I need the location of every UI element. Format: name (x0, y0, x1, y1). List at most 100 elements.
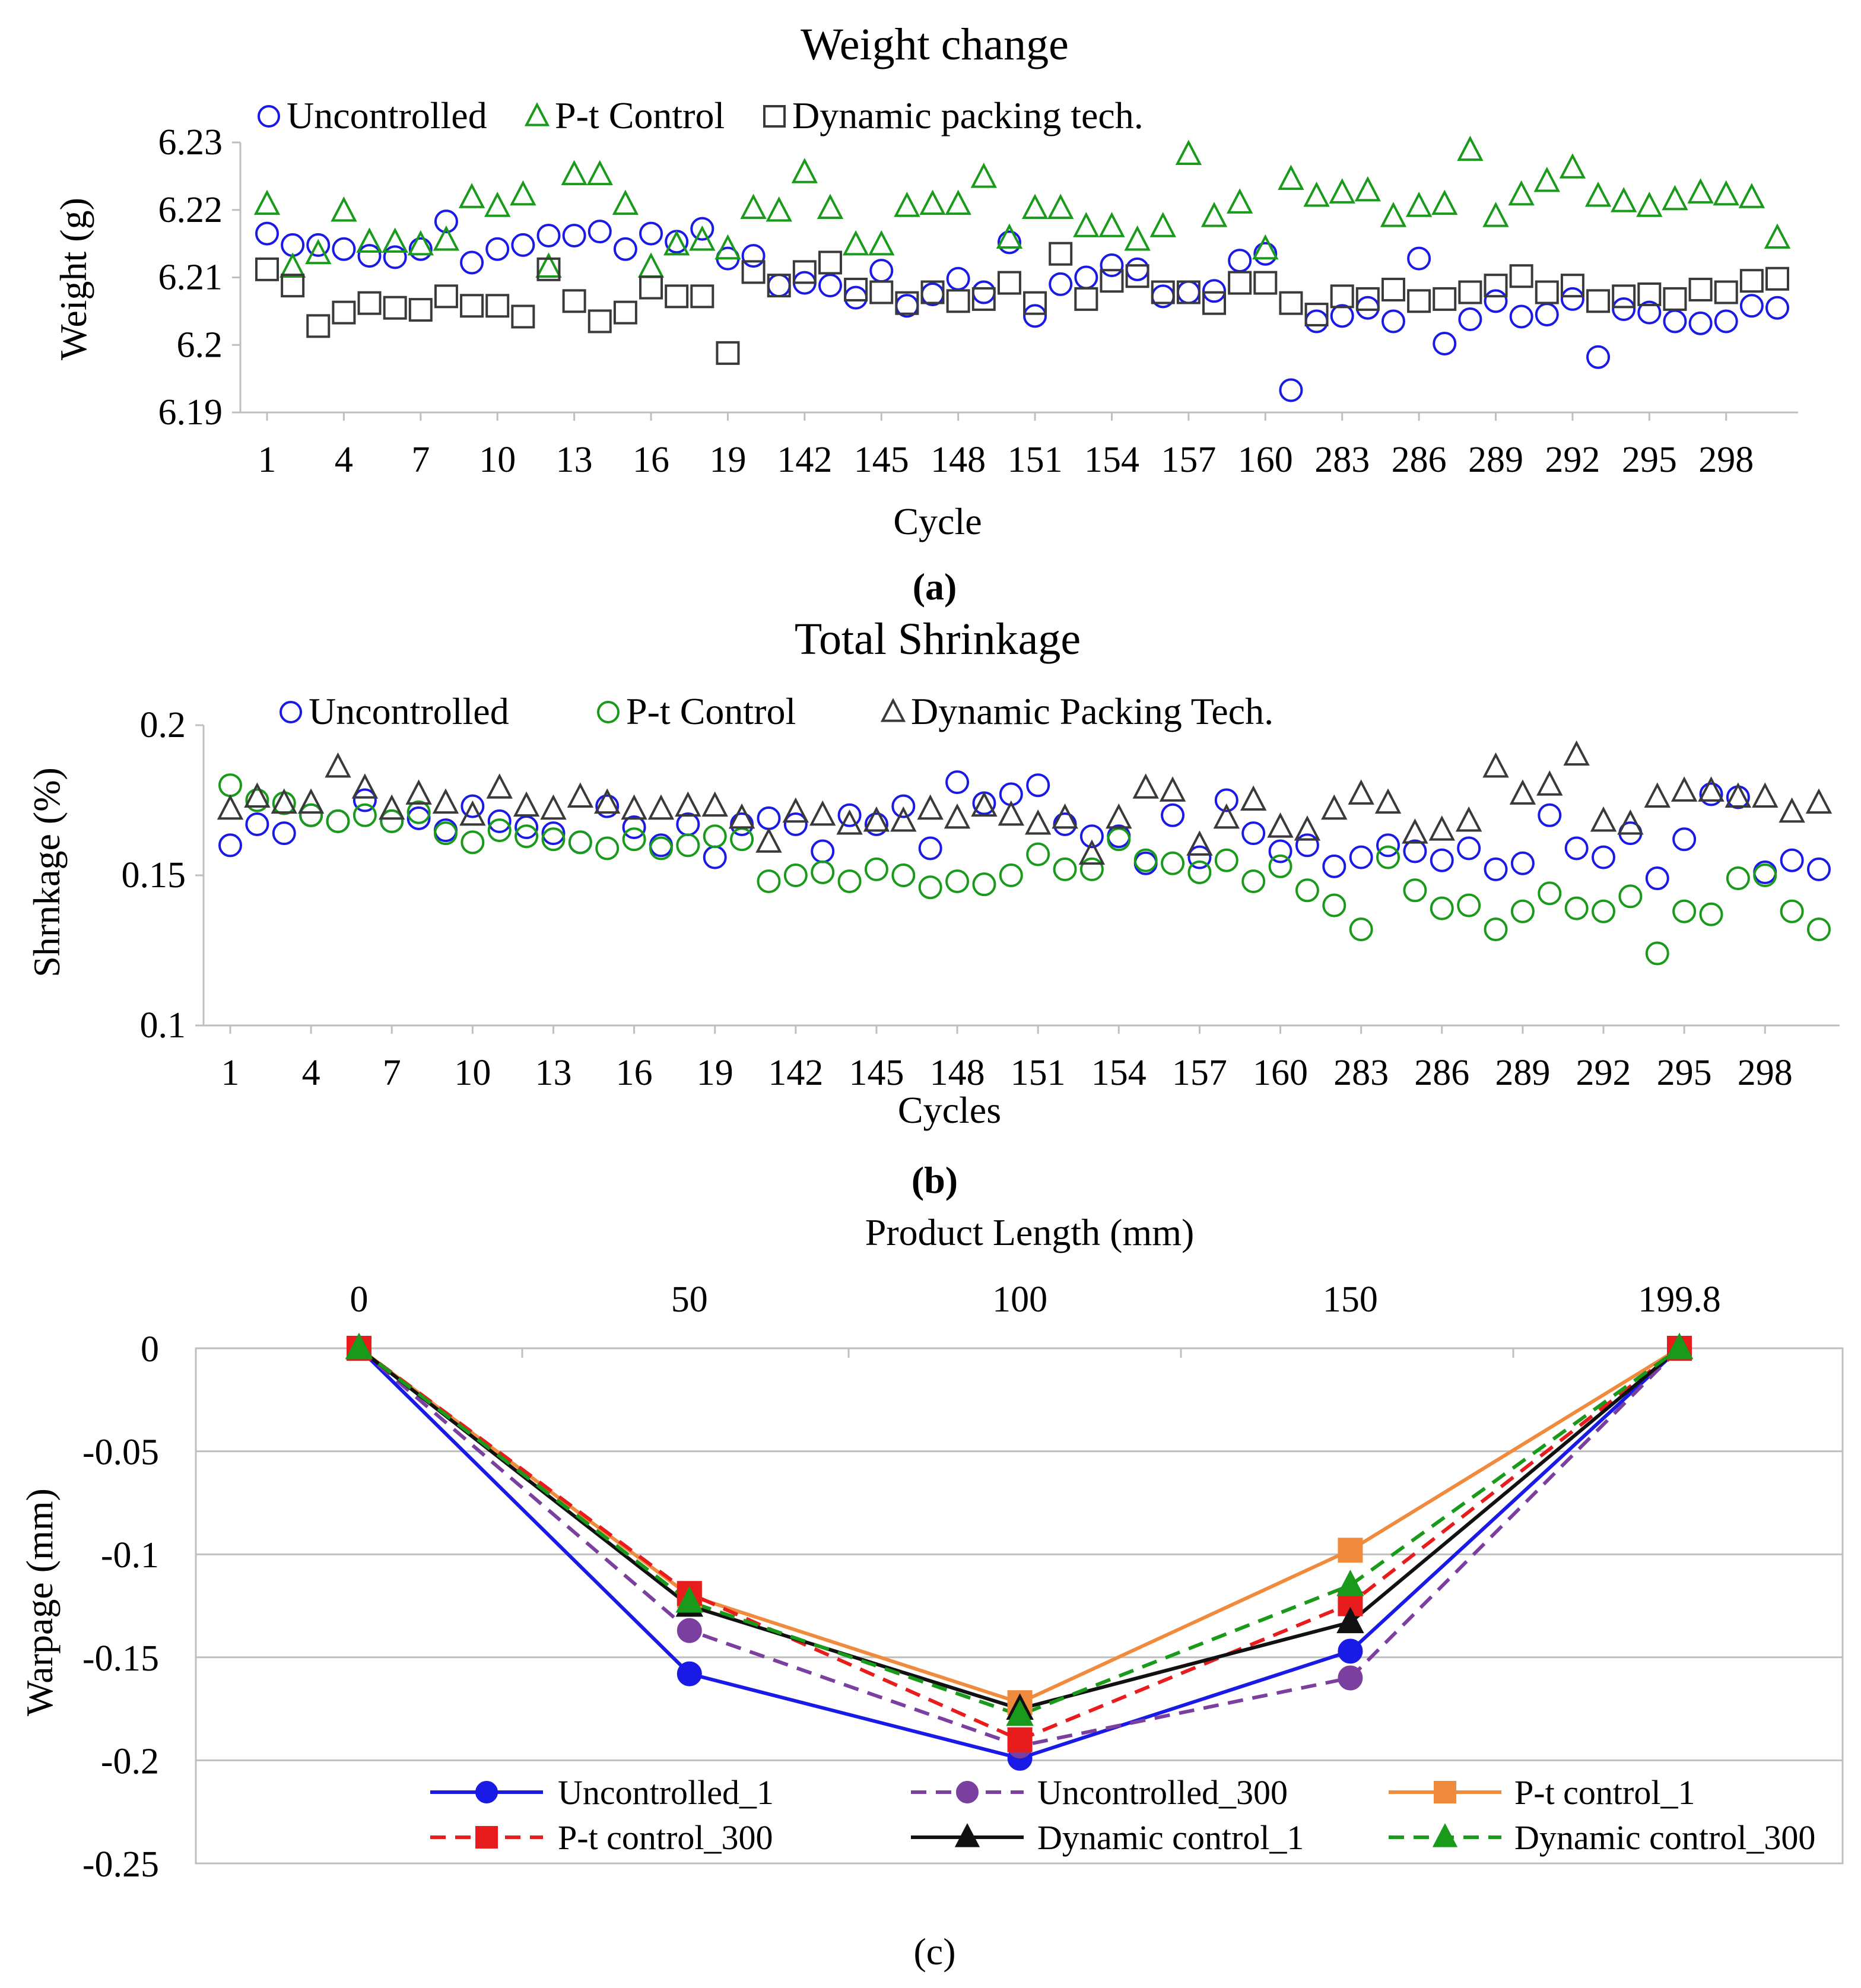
data-point (1074, 265, 1098, 290)
data-point (971, 287, 996, 311)
x-tick-label: 50 (671, 1279, 708, 1320)
data-point (1240, 785, 1267, 811)
data-point (1279, 291, 1303, 315)
panel-b-label: (b) (912, 1159, 958, 1201)
data-point (741, 244, 766, 268)
data-point (568, 830, 592, 855)
data-point (1073, 212, 1100, 237)
series-line (358, 1346, 1681, 1748)
data-point (1672, 827, 1697, 852)
data-point (1636, 192, 1663, 217)
legend-label: Uncontrolled_300 (1037, 1773, 1288, 1812)
data-point (345, 1332, 373, 1360)
data-point (1124, 225, 1151, 251)
data-point (836, 809, 863, 835)
x-tick-label: 295 (1657, 1053, 1712, 1093)
data-point (1752, 782, 1779, 808)
data-point (352, 788, 377, 812)
data-point (622, 827, 646, 852)
data-point (1329, 178, 1355, 204)
data-point (918, 875, 942, 900)
data-point (1006, 1699, 1034, 1726)
data-point (1338, 1665, 1363, 1691)
data-point (1049, 242, 1073, 266)
legend-label: Uncontrolled (309, 690, 509, 732)
data-point (1106, 803, 1132, 829)
data-point (407, 230, 434, 256)
data-point (1078, 839, 1106, 865)
data-point (1458, 307, 1482, 332)
data-point (487, 809, 512, 833)
data-point (1253, 271, 1278, 295)
data-point (1637, 300, 1662, 325)
data-point (1021, 193, 1049, 219)
x-tick-label: 295 (1622, 440, 1677, 480)
data-point (1780, 899, 1804, 923)
data-point (689, 225, 716, 251)
x-tick-label: 283 (1333, 1053, 1389, 1093)
data-point (890, 806, 917, 832)
legend-marker (475, 1781, 498, 1803)
x-tick-label: 10 (479, 440, 516, 480)
data-point (970, 163, 997, 188)
data-point (331, 196, 357, 222)
data-point (279, 252, 306, 278)
x-tick-label: 7 (411, 440, 430, 480)
legend-label: Dynamic packing tech. (792, 94, 1144, 136)
data-point (1510, 851, 1535, 875)
data-point (1560, 287, 1584, 311)
x-tick-label: 150 (1323, 1279, 1378, 1320)
data-point (433, 225, 460, 251)
data-point (1665, 1332, 1694, 1360)
data-point (1645, 941, 1669, 966)
data-point (332, 300, 356, 325)
legend-marker (763, 105, 786, 128)
data-point (663, 230, 690, 256)
legend-marker (956, 1781, 979, 1803)
panel-a-title: Weight change (801, 20, 1069, 69)
data-point (1381, 309, 1405, 334)
data-point (621, 794, 647, 820)
data-point (1726, 866, 1750, 891)
data-point (1186, 830, 1213, 856)
data-point (1433, 287, 1457, 311)
data-point (676, 812, 700, 836)
x-tick-label: 157 (1161, 440, 1216, 480)
data-point (701, 791, 728, 817)
y-tick-label: -0.15 (82, 1638, 159, 1679)
data-point (486, 773, 513, 799)
panel-c: Product Length (mm) Warpage (mm) (c) 0 -0… (18, 1211, 1844, 1973)
data-point (757, 806, 781, 830)
data-point (587, 309, 612, 334)
x-tick-label: 13 (535, 1053, 571, 1093)
data-point (863, 806, 890, 832)
data-point (1645, 866, 1669, 891)
data-point (1253, 242, 1278, 266)
data-point (1053, 857, 1077, 881)
data-point (460, 294, 484, 318)
data-point (510, 180, 536, 206)
y-tick-label: -0.1 (101, 1535, 159, 1576)
panel-c-plot: 0 -0.05 -0.1 -0.15 -0.2 -0.25 0 50 100 150 199.8 (82, 1279, 1844, 1885)
data-point (1024, 809, 1052, 835)
data-point (1267, 812, 1294, 838)
x-tick-label: 289 (1468, 440, 1523, 480)
data-point (703, 824, 727, 849)
x-tick-label: 298 (1738, 1053, 1793, 1093)
panel-a-label: (a) (913, 566, 957, 608)
data-point (1407, 246, 1431, 271)
panel-b-plot: 0.1 0.15 0.2 1 4 7 10 13 16 19 142 145 148 151 154 157 1… (122, 705, 1840, 1093)
data-point (639, 275, 663, 300)
data-point (675, 1586, 704, 1613)
data-point (946, 266, 970, 291)
legend-label: Uncontrolled (287, 94, 487, 136)
data-point (1457, 836, 1481, 860)
data-point (459, 800, 486, 826)
legend-marker (1432, 1823, 1458, 1847)
panel-a-ylabel: Weight (g) (52, 198, 94, 360)
data-point (945, 189, 971, 215)
x-tick-label: 286 (1392, 440, 1447, 480)
panel-a-legend: Uncontrolled P-t Control Dynamic packing t… (258, 94, 1144, 136)
data-point (1202, 279, 1227, 303)
